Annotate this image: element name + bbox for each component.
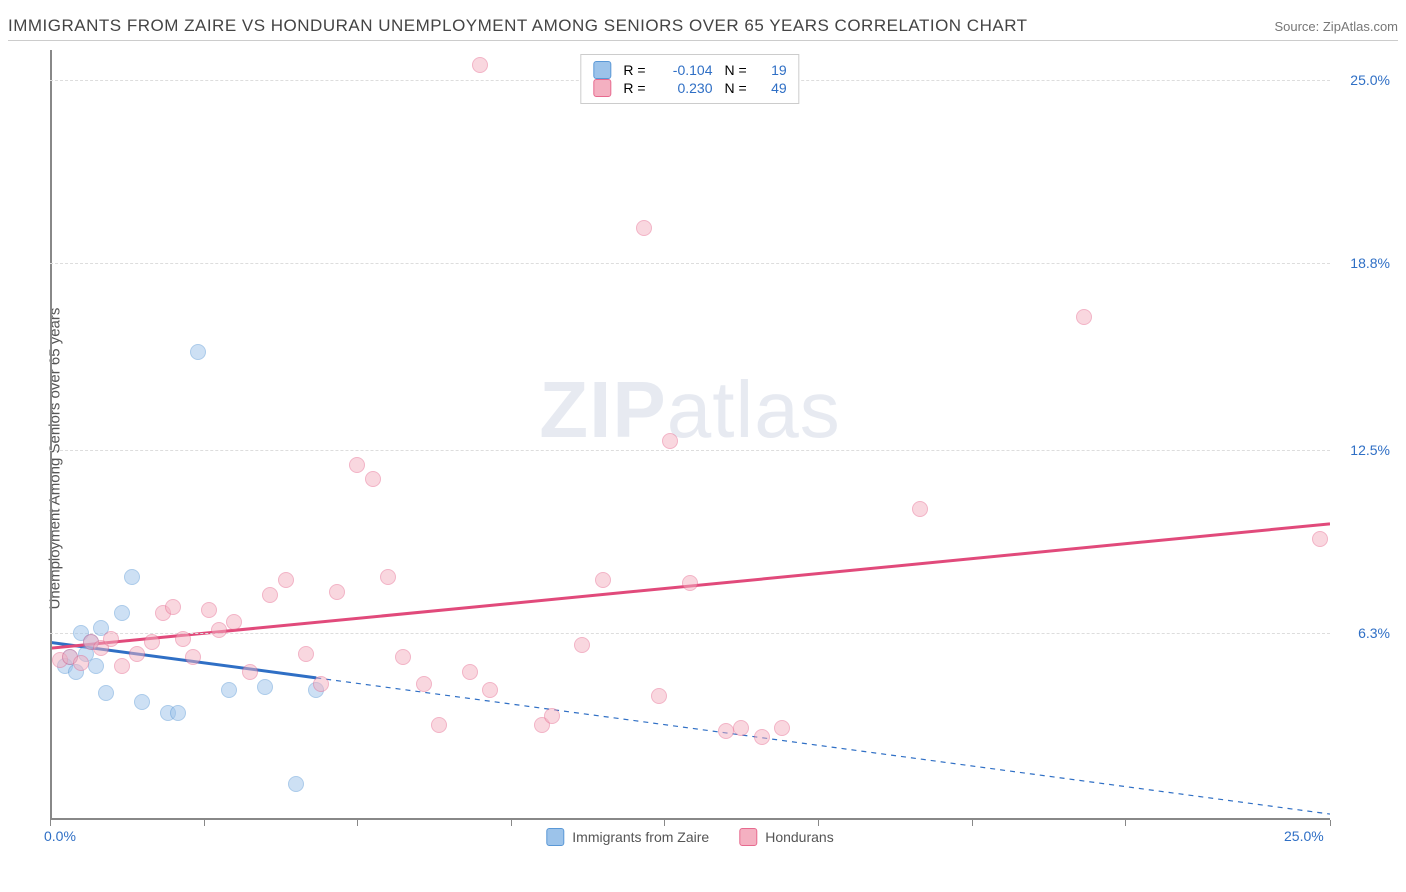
data-point: [662, 433, 678, 449]
data-point: [288, 776, 304, 792]
legend-swatch: [593, 79, 611, 97]
data-point: [313, 676, 329, 692]
data-point: [278, 572, 294, 588]
legend-swatch: [593, 61, 611, 79]
data-point: [170, 705, 186, 721]
x-tick-label: 0.0%: [44, 828, 76, 844]
gridline: [50, 263, 1330, 264]
data-point: [114, 605, 130, 621]
x-tick: [204, 820, 205, 826]
data-point: [431, 717, 447, 733]
correlation-legend: R = -0.104 N = 19 R = 0.230 N = 49: [580, 54, 799, 104]
data-point: [395, 649, 411, 665]
data-point: [651, 688, 667, 704]
data-point: [114, 658, 130, 674]
gridline: [50, 633, 1330, 634]
data-point: [242, 664, 258, 680]
r-value: 0.230: [658, 80, 713, 96]
data-point: [416, 676, 432, 692]
data-point: [472, 57, 488, 73]
y-tick-label: 12.5%: [1350, 442, 1390, 458]
y-tick-label: 6.3%: [1358, 625, 1390, 641]
series-legend-item: Hondurans: [739, 828, 834, 846]
y-tick-label: 18.8%: [1350, 255, 1390, 271]
title-bar: IMMIGRANTS FROM ZAIRE VS HONDURAN UNEMPL…: [8, 16, 1398, 41]
x-tick: [1330, 820, 1331, 826]
plot-area: Unemployment Among Seniors over 65 years…: [50, 50, 1330, 850]
source-label: Source: ZipAtlas.com: [1274, 19, 1398, 34]
x-axis: [50, 818, 1330, 820]
data-point: [211, 622, 227, 638]
data-point: [718, 723, 734, 739]
data-point: [1076, 309, 1092, 325]
watermark: ZIPatlas: [539, 364, 840, 456]
data-point: [262, 587, 278, 603]
data-point: [462, 664, 478, 680]
r-value: -0.104: [658, 62, 713, 78]
data-point: [257, 679, 273, 695]
legend-swatch: [546, 828, 564, 846]
data-point: [98, 685, 114, 701]
r-label: R =: [623, 80, 645, 96]
n-value: 49: [759, 80, 787, 96]
data-point: [103, 631, 119, 647]
legend-row: R = -0.104 N = 19: [593, 61, 786, 79]
data-point: [88, 658, 104, 674]
data-point: [124, 569, 140, 585]
data-point: [175, 631, 191, 647]
series-name: Hondurans: [765, 829, 834, 845]
n-label: N =: [725, 62, 747, 78]
data-point: [134, 694, 150, 710]
y-tick-label: 25.0%: [1350, 72, 1390, 88]
data-point: [912, 501, 928, 517]
data-point: [165, 599, 181, 615]
x-tick: [50, 820, 51, 826]
data-point: [754, 729, 770, 745]
data-point: [595, 572, 611, 588]
data-point: [574, 637, 590, 653]
data-point: [185, 649, 201, 665]
data-point: [365, 471, 381, 487]
legend-swatch: [739, 828, 757, 846]
data-point: [380, 569, 396, 585]
x-tick: [357, 820, 358, 826]
gridline: [50, 450, 1330, 451]
data-point: [733, 720, 749, 736]
data-point: [144, 634, 160, 650]
legend-row: R = 0.230 N = 49: [593, 79, 786, 97]
data-point: [682, 575, 698, 591]
data-point: [329, 584, 345, 600]
data-point: [298, 646, 314, 662]
chart-title: IMMIGRANTS FROM ZAIRE VS HONDURAN UNEMPL…: [8, 16, 1028, 36]
x-tick-label: 25.0%: [1284, 828, 1324, 844]
series-legend-item: Immigrants from Zaire: [546, 828, 709, 846]
data-point: [636, 220, 652, 236]
data-point: [482, 682, 498, 698]
data-point: [349, 457, 365, 473]
data-point: [774, 720, 790, 736]
series-legend: Immigrants from Zaire Hondurans: [546, 828, 833, 846]
data-point: [226, 614, 242, 630]
data-point: [190, 344, 206, 360]
data-point: [201, 602, 217, 618]
data-point: [221, 682, 237, 698]
data-point: [1312, 531, 1328, 547]
data-point: [544, 708, 560, 724]
x-tick: [818, 820, 819, 826]
x-tick: [664, 820, 665, 826]
data-point: [73, 655, 89, 671]
x-tick: [511, 820, 512, 826]
n-label: N =: [725, 80, 747, 96]
data-point: [129, 646, 145, 662]
series-name: Immigrants from Zaire: [572, 829, 709, 845]
x-tick: [972, 820, 973, 826]
n-value: 19: [759, 62, 787, 78]
x-tick: [1125, 820, 1126, 826]
y-axis: [50, 50, 52, 820]
r-label: R =: [623, 62, 645, 78]
